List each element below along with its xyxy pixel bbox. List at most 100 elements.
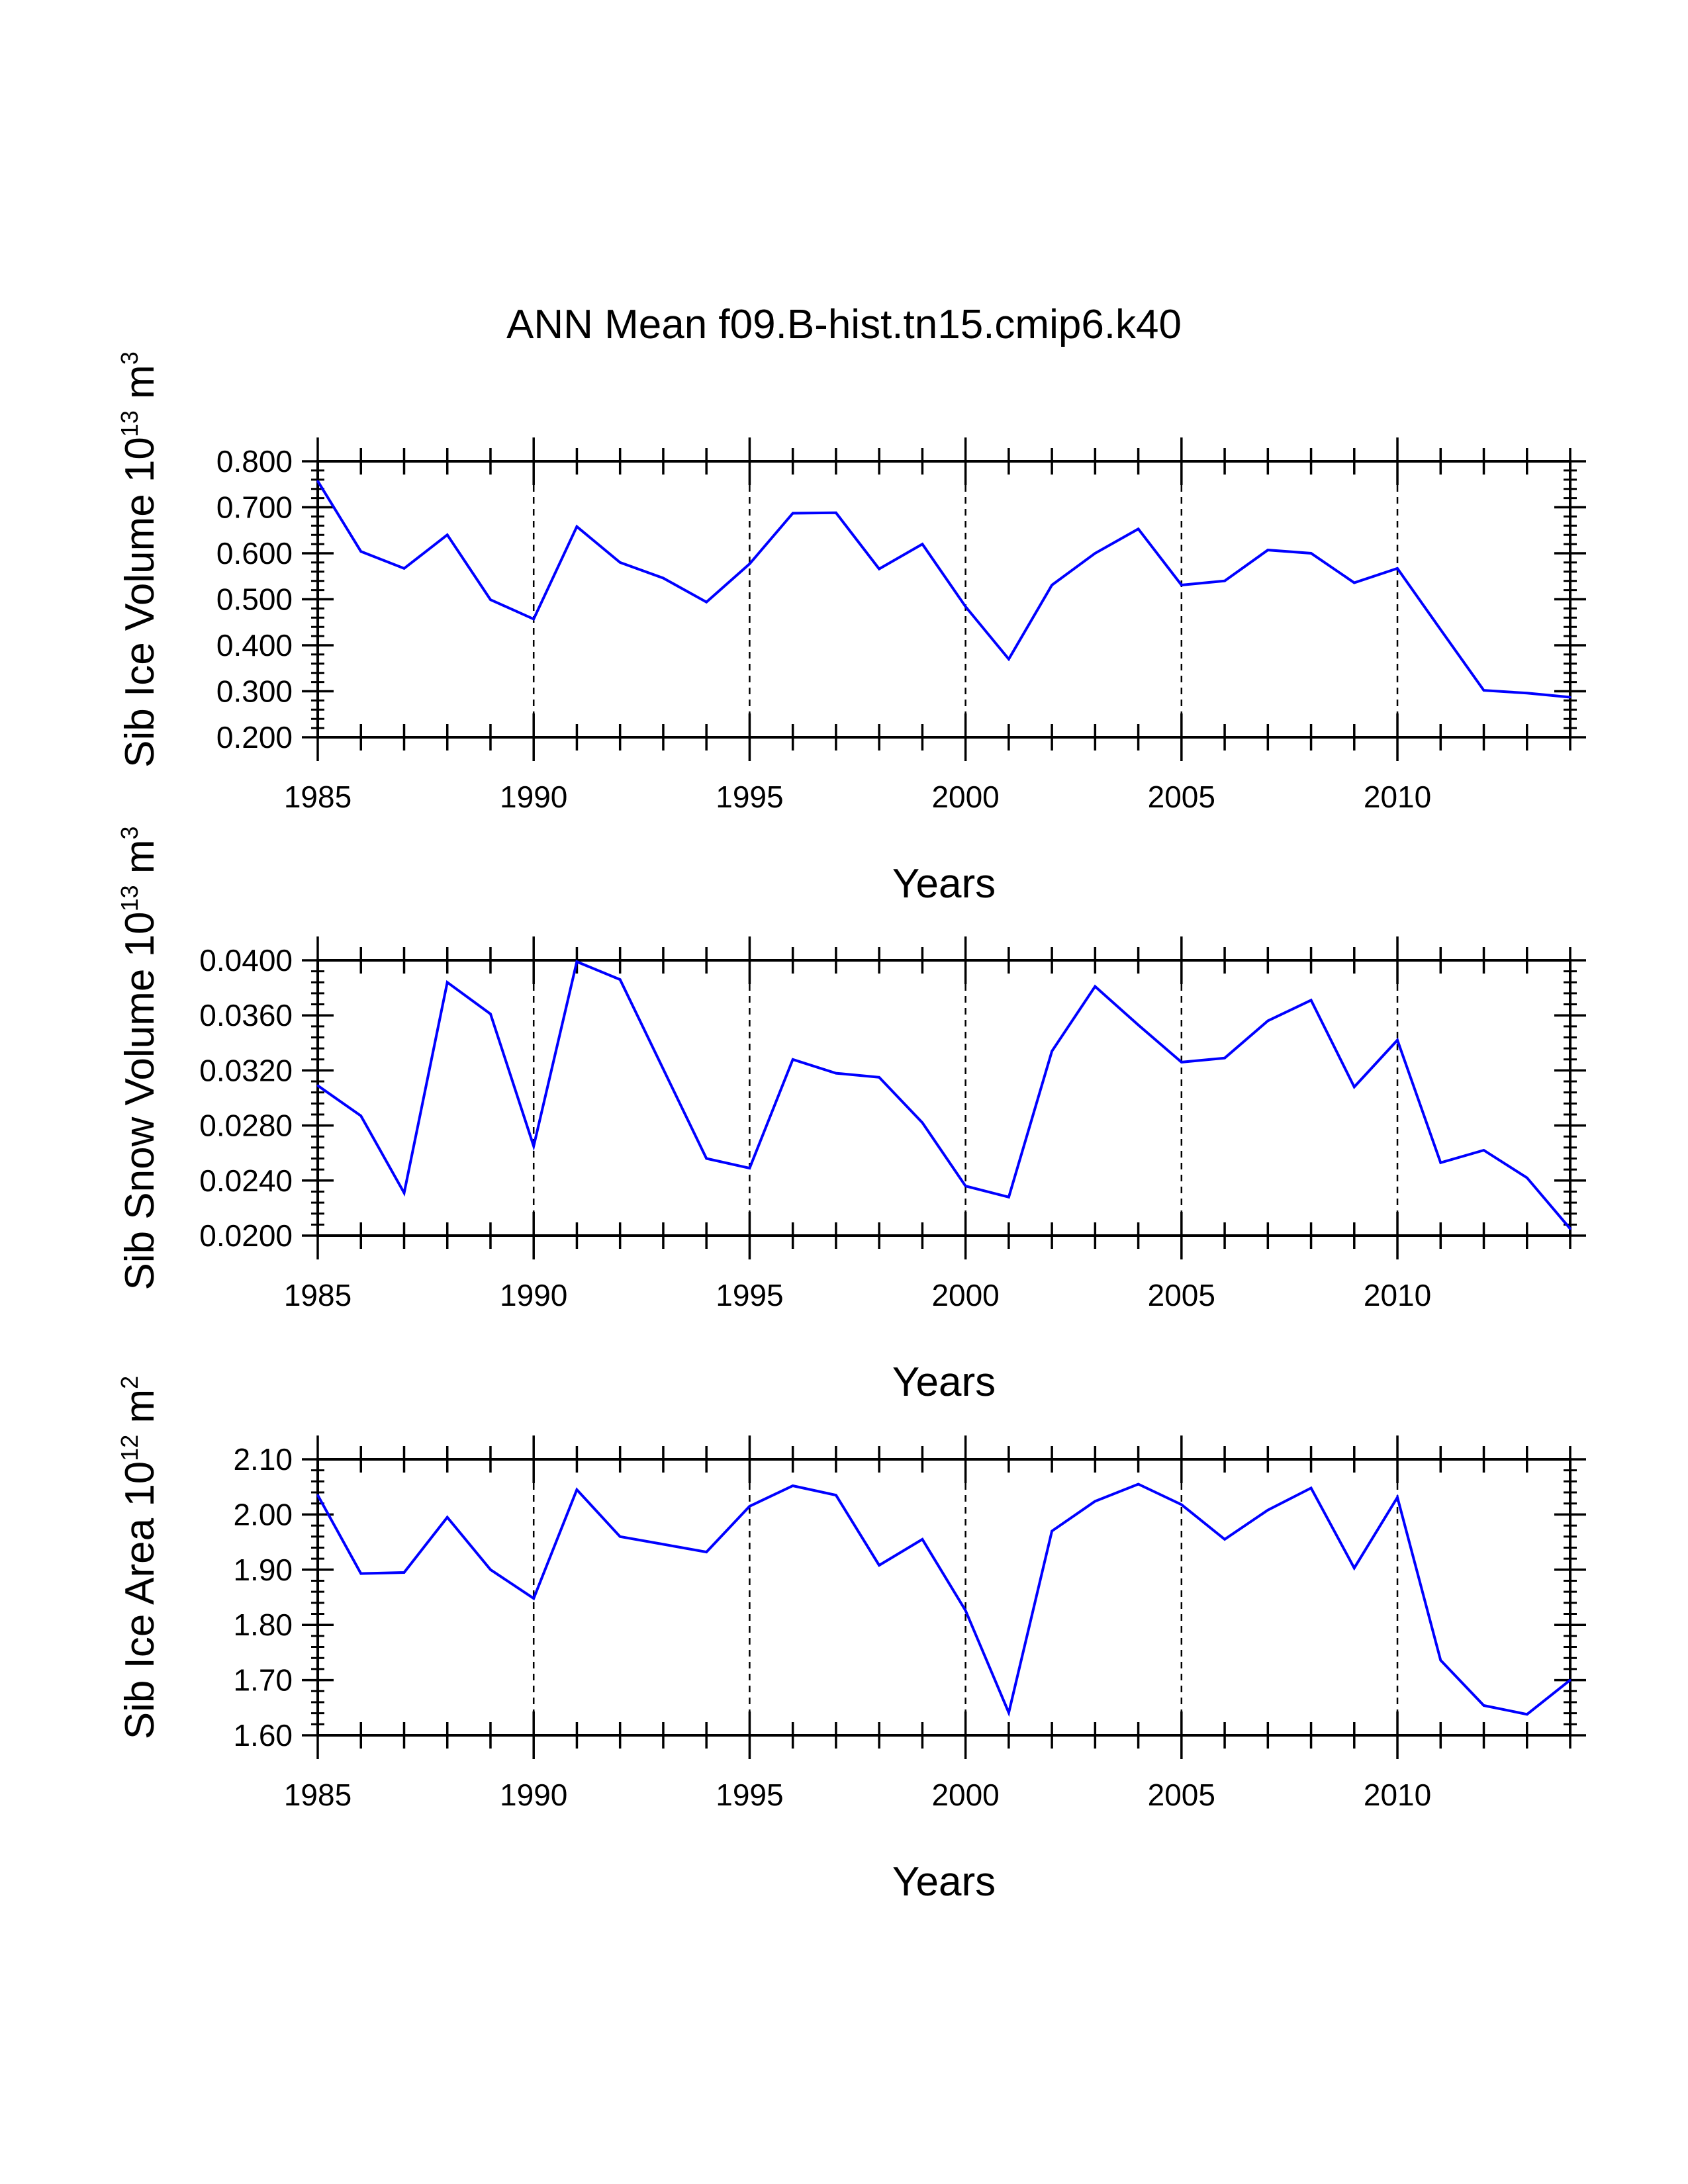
data-point: [1051, 584, 1053, 586]
x-tick-label: 2000: [931, 1278, 999, 1312]
data-point: [1353, 1567, 1356, 1569]
data-point: [792, 1484, 794, 1487]
data-point: [878, 1564, 880, 1567]
y-tick-label: 0.0200: [199, 1218, 293, 1253]
data-point: [1266, 1509, 1269, 1512]
data-point: [316, 480, 319, 482]
chart-panel-3: 1985 1990 1995 2000 2005 2010 1.60 1.70 1.80 1.90…: [116, 1376, 1586, 1905]
data-point: [359, 1572, 362, 1575]
data-point: [1310, 999, 1313, 1001]
data-point: [446, 533, 449, 536]
data-point: [921, 1121, 923, 1124]
data-point: [402, 567, 405, 570]
data-point: [792, 1058, 794, 1061]
data-point: [316, 1494, 319, 1496]
data-point: [1526, 1713, 1528, 1715]
y-tick-label: 0.700: [216, 490, 293, 525]
data-point: [532, 1597, 535, 1600]
y-tick-label: 1.90: [233, 1553, 293, 1587]
data-point: [835, 1072, 837, 1075]
data-point: [1439, 1161, 1442, 1164]
data-point: [359, 550, 362, 553]
data-point: [1223, 580, 1226, 582]
data-point: [1266, 1020, 1269, 1023]
data-point: [878, 1076, 880, 1079]
x-axis-title: Years: [892, 1859, 996, 1905]
data-point: [1180, 1503, 1183, 1506]
y-axis-title: Sib Ice Volume 1013 m3: [116, 351, 163, 768]
data-point: [489, 1013, 492, 1015]
y-tick-label: 2.10: [233, 1442, 293, 1477]
data-point: [1137, 1024, 1140, 1026]
plot-frame: [316, 460, 1571, 739]
x-tick-label: 2010: [1364, 1778, 1431, 1812]
data-point: [1137, 1483, 1140, 1486]
x-tick-label: 1995: [716, 1278, 783, 1312]
x-tick-label: 2000: [931, 1778, 999, 1812]
data-point: [402, 1571, 405, 1574]
data-point: [1180, 584, 1183, 586]
data-point: [662, 577, 665, 580]
y-tick-label: 0.0400: [199, 943, 293, 978]
data-point: [1526, 1177, 1528, 1179]
x-tick-label: 1985: [284, 780, 352, 814]
page-title: ANN Mean f09.B-hist.tn15.cmip6.k40: [506, 302, 1182, 347]
data-point: [1483, 1149, 1485, 1152]
y-tick-label: 0.800: [216, 444, 293, 478]
data-point: [921, 1538, 923, 1541]
chart-panel-2: 1985 1990 1995 2000 2005 2010 0.0200 0.0240 0.02…: [116, 826, 1586, 1405]
data-point: [1353, 1085, 1356, 1088]
data-point: [1137, 527, 1140, 530]
y-tick-label: 0.0360: [199, 998, 293, 1032]
y-tick-label: 0.300: [216, 674, 293, 709]
data-point: [964, 1185, 967, 1187]
data-point: [1353, 581, 1356, 584]
data-point: [1051, 1529, 1053, 1532]
plot-frame: [316, 959, 1571, 1237]
data-point: [532, 617, 535, 620]
y-tick-label: 0.400: [216, 628, 293, 662]
data-point: [1266, 549, 1269, 551]
data-point: [575, 1488, 578, 1491]
data-point: [619, 1535, 622, 1538]
data-point: [662, 1543, 665, 1545]
x-tick-label: 1990: [500, 1778, 567, 1812]
y-tick-label: 1.60: [233, 1718, 293, 1752]
data-point: [705, 1551, 708, 1553]
x-tick-label: 2010: [1364, 780, 1431, 814]
data-point: [359, 1115, 362, 1117]
y-tick-label: 2.00: [233, 1497, 293, 1531]
x-tick-label: 1990: [500, 780, 567, 814]
x-tick-label: 2000: [931, 780, 999, 814]
data-point: [619, 561, 622, 564]
data-point: [1008, 1711, 1010, 1714]
y-tick-label: 1.80: [233, 1608, 293, 1642]
data-point: [489, 1569, 492, 1571]
data-point: [835, 512, 837, 514]
y-tick-label: 0.600: [216, 536, 293, 570]
data-point: [705, 601, 708, 604]
data-point: [619, 978, 622, 981]
x-tick-label: 1995: [716, 1778, 783, 1812]
data-point: [402, 1192, 405, 1195]
x-tick-label: 1985: [284, 1778, 352, 1812]
data-point: [446, 981, 449, 983]
data-point: [1223, 1538, 1226, 1541]
data-point: [1310, 552, 1313, 555]
data-point: [489, 598, 492, 601]
data-point: [1310, 1486, 1313, 1489]
data-point: [1223, 1057, 1226, 1060]
y-tick-label: 0.500: [216, 582, 293, 617]
data-point: [662, 1068, 665, 1070]
x-axis-title: Years: [892, 861, 996, 907]
y-tick-label: 0.0240: [199, 1163, 293, 1198]
x-tick-label: 2005: [1148, 1278, 1215, 1312]
data-point: [1008, 658, 1010, 660]
data-point: [964, 1610, 967, 1612]
data-point: [1439, 1659, 1442, 1662]
data-point: [575, 525, 578, 528]
data-point: [1180, 1061, 1183, 1064]
y-tick-label: 1.70: [233, 1663, 293, 1698]
data-point: [1008, 1196, 1010, 1199]
series-line: [316, 480, 1571, 699]
